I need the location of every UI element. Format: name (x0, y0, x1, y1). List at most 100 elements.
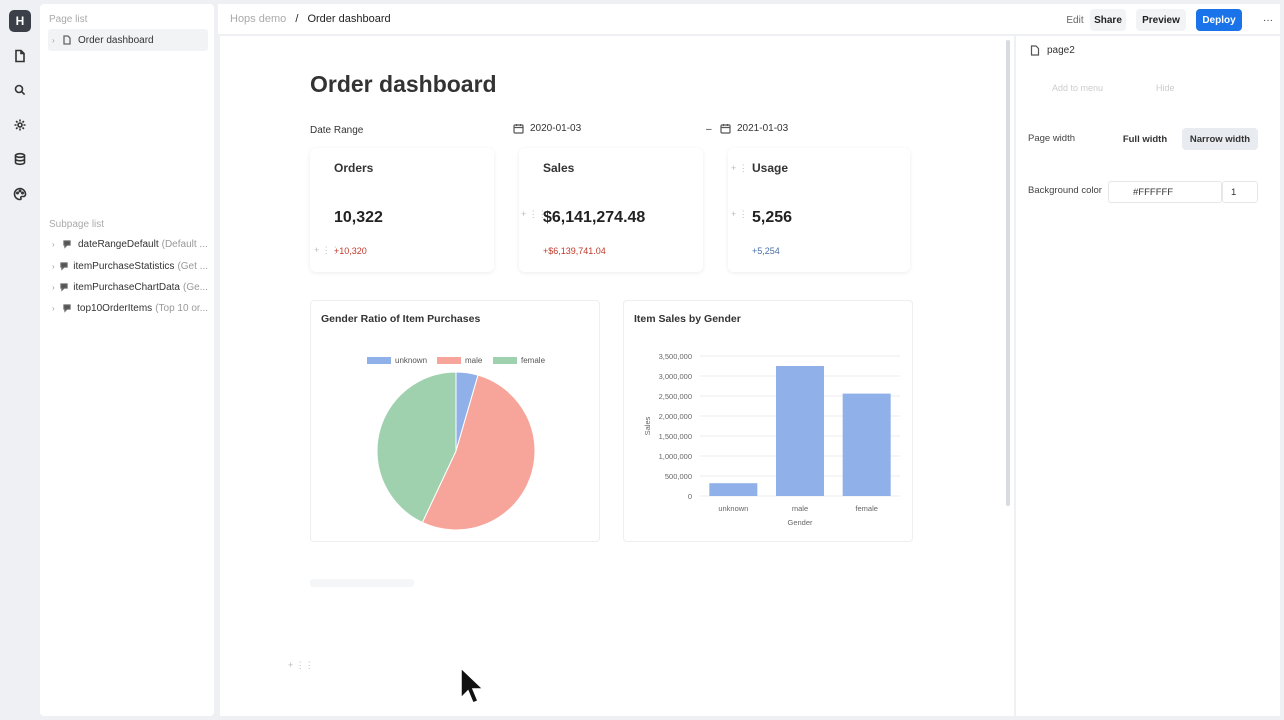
chart-title: Item Sales by Gender (634, 313, 741, 325)
drag-handle-icon[interactable]: + ⋮⋮ (521, 209, 547, 219)
subpage-item[interactable]: › dateRangeDefault (Default ... (48, 233, 208, 255)
subpage-name: itemPurchaseChartData (73, 281, 180, 293)
app-logo[interactable]: H (9, 10, 31, 32)
page-item-label: Order dashboard (78, 34, 154, 46)
subpage-name: itemPurchaseStatistics (73, 260, 175, 272)
stat-label: Orders (334, 161, 374, 175)
add-to-menu-button[interactable]: Add to menu (1052, 83, 1104, 93)
date-to-picker[interactable]: 2021-01-03 (720, 123, 788, 134)
subpage-desc: (Default ... (161, 238, 208, 250)
mouse-cursor-icon (460, 667, 485, 704)
date-range-label: Date Range (310, 125, 364, 136)
subpage-name: dateRangeDefault (78, 238, 159, 250)
page-list-panel: Page list › Order dashboard Subpage list… (40, 4, 214, 716)
subpage-item[interactable]: › top10OrderItems (Top 10 or... (48, 297, 208, 319)
stat-value: $6,141,274.48 (543, 209, 646, 226)
canvas-scrollbar[interactable] (1006, 40, 1010, 506)
stat-delta: +$6,139,741.04 (543, 246, 606, 256)
legend-label: unknown (395, 356, 427, 365)
breadcrumb: Hops demo / Order dashboard (230, 13, 391, 25)
hide-button[interactable]: Hide (1156, 83, 1175, 93)
legend-label: male (465, 356, 483, 365)
deploy-button[interactable]: Deploy (1196, 9, 1242, 31)
stat-value: 5,256 (752, 209, 793, 226)
query-icon (62, 303, 74, 313)
y-tick-label: 1,000,000 (659, 452, 692, 461)
subpage-list-title: Subpage list (49, 219, 105, 230)
subpage-desc: (Top 10 or... (155, 302, 208, 314)
chevron-right-icon[interactable]: › (52, 239, 55, 249)
page-name: page2 (1047, 45, 1075, 56)
chevron-right-icon[interactable]: › (52, 35, 55, 45)
stat-card-sales[interactable] (519, 148, 703, 272)
preview-button[interactable]: Preview (1136, 9, 1186, 31)
page-icon (62, 35, 74, 45)
database-icon[interactable] (10, 149, 30, 169)
full-width-option[interactable]: Full width (1122, 133, 1168, 145)
drag-handle-icon[interactable]: + ⋮ (731, 209, 748, 219)
properties-panel: page2 Add to menu Hide Page width Full w… (1016, 36, 1280, 716)
breadcrumb-current: Order dashboard (307, 13, 391, 25)
narrow-width-option[interactable]: Narrow width (1182, 128, 1258, 150)
stat-label: Usage (752, 161, 789, 175)
date-separator: – (706, 124, 712, 135)
page-title[interactable]: Order dashboard (310, 71, 497, 97)
x-tick-label: female (855, 504, 878, 513)
date-from-picker[interactable]: 2020-01-03 (513, 123, 581, 134)
background-color-label: Background color (1028, 185, 1102, 196)
pie-slice (376, 371, 457, 524)
page-width-label: Page width (1028, 133, 1076, 144)
search-icon[interactable] (10, 80, 30, 100)
breadcrumb-separator: / (295, 13, 299, 25)
file-icon[interactable] (10, 46, 30, 66)
subpage-desc: (Ge... (182, 281, 208, 293)
y-tick-label: 0 (688, 492, 692, 501)
opacity-input[interactable]: 1 (1222, 181, 1258, 203)
y-tick-label: 1,500,000 (659, 432, 692, 441)
page-item-order-dashboard[interactable]: › Order dashboard (48, 29, 208, 51)
chevron-right-icon[interactable]: › (52, 261, 55, 271)
pie-chart: unknown male female (367, 356, 546, 531)
chevron-right-icon[interactable]: › (52, 282, 55, 292)
edit-button[interactable]: Edit (1066, 14, 1084, 26)
stat-card-orders[interactable] (310, 148, 494, 272)
more-menu-button[interactable]: ··· (1263, 14, 1273, 26)
background-color-input[interactable]: #FFFFFF (1108, 181, 1222, 203)
subpage-item[interactable]: › itemPurchaseChartData (Ge... (48, 276, 208, 298)
y-tick-label: 3,000,000 (659, 372, 692, 381)
page-name-row[interactable]: page2 (1030, 45, 1075, 56)
pie-chart-card[interactable]: Gender Ratio of Item Purchases unknown ma… (310, 300, 600, 542)
placeholder-block[interactable] (310, 579, 414, 587)
stat-value: 10,322 (334, 209, 383, 226)
calendar-icon (513, 124, 524, 134)
share-button[interactable]: Share (1090, 9, 1126, 31)
stat-delta: +5,254 (752, 246, 780, 256)
bar (842, 393, 891, 496)
gear-icon[interactable] (10, 115, 30, 135)
palette-icon[interactable] (10, 184, 30, 204)
query-icon (62, 239, 74, 249)
icon-rail: H (0, 0, 38, 720)
stat-delta: +10,320 (334, 246, 367, 256)
drag-handle-icon[interactable]: + ⋮⋮ (288, 660, 314, 670)
query-icon (59, 282, 69, 292)
bar-chart-card[interactable]: Item Sales by Gender 3,500,000 3,000,000 2… (623, 300, 913, 542)
y-axis-label: Sales (643, 416, 652, 435)
drag-handle-icon[interactable]: + ⋮ (731, 163, 748, 173)
x-tick-label: male (792, 504, 808, 513)
legend-swatch (493, 357, 517, 364)
x-axis-label: Gender (787, 518, 813, 527)
legend-swatch (367, 357, 391, 364)
drag-handle-icon[interactable]: + ⋮⋮ (314, 245, 340, 255)
bar (776, 366, 824, 496)
chevron-right-icon[interactable]: › (52, 303, 55, 313)
bar (709, 483, 758, 496)
breadcrumb-root[interactable]: Hops demo (230, 13, 287, 25)
y-tick-label: 500,000 (665, 472, 692, 481)
calendar-icon (720, 124, 731, 134)
x-tick-label: unknown (718, 504, 748, 513)
stat-card-usage[interactable] (728, 148, 910, 272)
subpage-item[interactable]: › itemPurchaseStatistics (Get ... (48, 255, 208, 277)
stat-label: Sales (543, 161, 575, 175)
bar-chart: 3,500,000 3,000,000 2,500,000 2,000,000 1,50… (643, 352, 900, 527)
